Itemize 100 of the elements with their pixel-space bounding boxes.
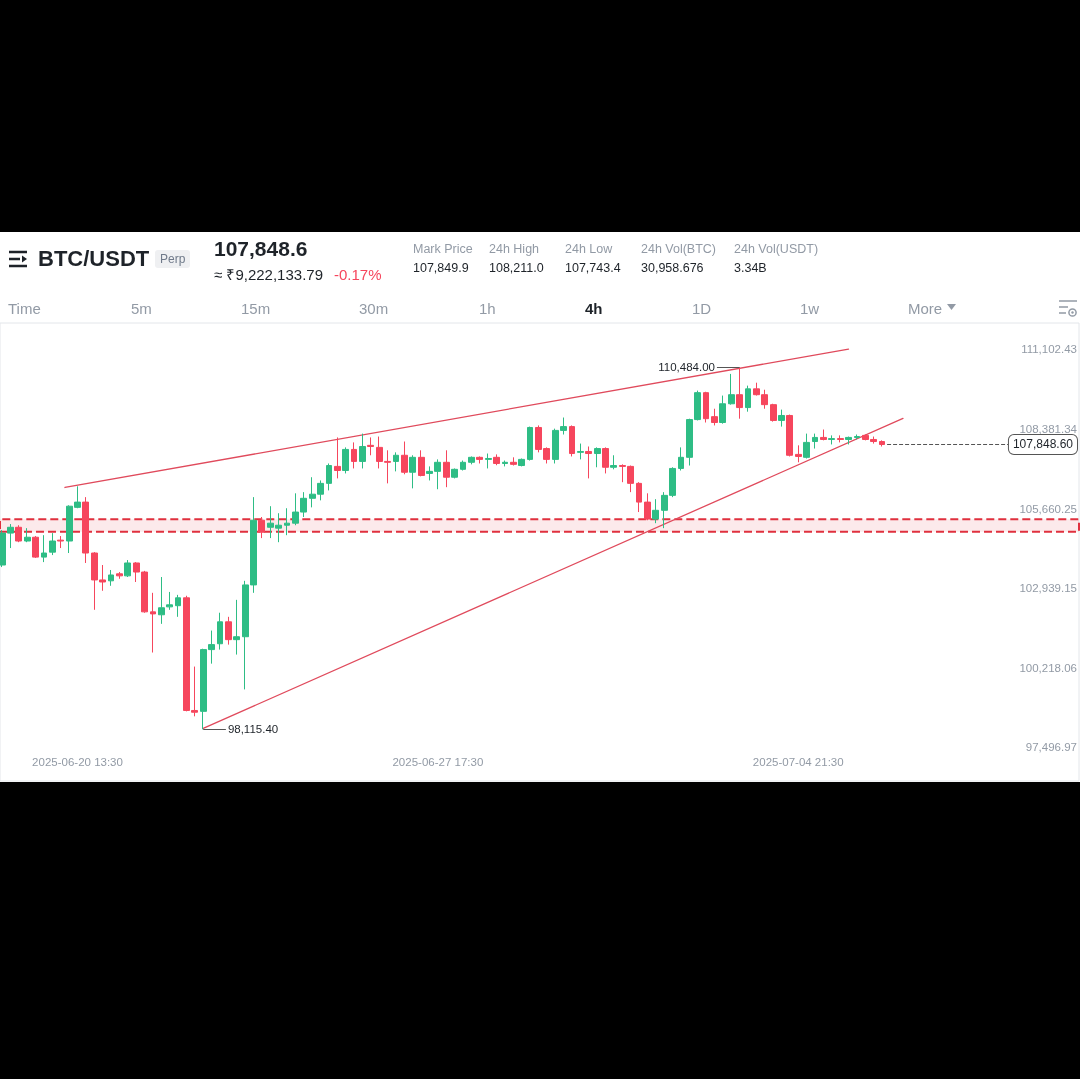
text: 24h Low xyxy=(565,241,613,256)
y-tick-label: 108,381.34 xyxy=(1019,422,1078,435)
candlestick xyxy=(585,446,592,479)
candlestick xyxy=(468,455,475,465)
text: More xyxy=(908,299,943,317)
candlestick xyxy=(409,454,416,489)
text: 108,211.0 xyxy=(489,260,544,275)
candlestick xyxy=(837,434,844,443)
annotation: 98,115.40 xyxy=(227,723,279,736)
candlestick xyxy=(610,454,617,470)
candlestick xyxy=(49,532,56,556)
y-tick-label: 105,660.25 xyxy=(1019,502,1077,515)
candlestick xyxy=(258,516,265,539)
candlestick xyxy=(577,443,584,460)
x-tick-label: 2025-06-27 17:30 xyxy=(392,756,484,768)
candlestick xyxy=(359,433,366,469)
candlestick xyxy=(770,403,777,423)
text: 107,848.6 xyxy=(214,236,308,260)
text: 24h Vol(BTC) xyxy=(641,241,717,256)
candlestick xyxy=(510,456,517,467)
text: Perp xyxy=(155,250,191,268)
candlestick xyxy=(719,395,726,425)
text: 30,958.676 xyxy=(641,260,704,275)
text: 107,849.9 xyxy=(413,260,469,275)
text: 1h xyxy=(479,299,496,317)
text: 24h Vol(USDT) xyxy=(734,241,819,256)
y-tick-label: 111,102.43 xyxy=(1021,343,1077,356)
candlestick xyxy=(795,444,802,463)
candlestick xyxy=(569,424,575,457)
candlestick xyxy=(820,429,827,441)
candlestick xyxy=(518,458,525,467)
candlestick xyxy=(594,446,601,468)
text: 1D xyxy=(692,299,712,317)
candlestick xyxy=(786,414,793,457)
candlestick xyxy=(326,462,332,491)
candlestick xyxy=(108,569,114,587)
y-tick-label: 102,939.15 xyxy=(1019,582,1077,595)
candlestick xyxy=(711,408,718,426)
candlestick xyxy=(401,441,408,475)
x-tick-label: 2025-07-04 21:30 xyxy=(752,756,844,768)
candlestick xyxy=(460,460,466,471)
candlestick xyxy=(217,612,223,651)
text: 30m xyxy=(359,299,389,317)
candlestick xyxy=(652,498,659,524)
ref-line-label: 107,848.60 xyxy=(1012,437,1074,452)
candlestick xyxy=(854,434,860,440)
candlestick xyxy=(879,439,885,447)
text: 24h High xyxy=(489,241,540,256)
candlestick xyxy=(828,434,835,445)
candlestick xyxy=(41,534,47,563)
text: 3.34B xyxy=(734,260,767,275)
candlestick xyxy=(418,449,425,477)
candlestick xyxy=(367,436,374,456)
candlestick xyxy=(124,559,131,578)
candlestick xyxy=(485,453,492,469)
x-tick-label: 2025-06-20 13:30 xyxy=(32,756,123,768)
candlestick xyxy=(351,441,357,469)
text: 15m xyxy=(241,299,271,317)
candlestick xyxy=(845,436,852,445)
candlestick xyxy=(284,507,290,536)
candlestick xyxy=(225,616,232,646)
candlestick xyxy=(15,524,22,543)
candlestick xyxy=(82,496,89,564)
text: -0.17% xyxy=(334,265,382,283)
text: ≈ ₹9,222,133.79 xyxy=(214,265,323,283)
text: 5m xyxy=(131,299,152,317)
candlestick xyxy=(57,535,64,549)
candlestick xyxy=(150,592,156,654)
candlestick xyxy=(728,373,735,406)
candlestick xyxy=(678,446,684,471)
candlestick xyxy=(451,467,458,479)
candlestick xyxy=(24,527,31,543)
candlestick xyxy=(334,436,341,479)
candlestick xyxy=(636,481,642,513)
text: 1w xyxy=(800,299,820,317)
y-tick-label: 97,496.97 xyxy=(1025,741,1077,754)
text: Time xyxy=(8,299,41,317)
candlestick xyxy=(493,453,500,466)
candlestick xyxy=(745,385,751,413)
candlestick xyxy=(703,391,709,423)
candlestick xyxy=(393,451,399,472)
candlestick xyxy=(502,460,508,467)
candlestick xyxy=(812,433,818,450)
candlestick xyxy=(527,426,533,462)
candlestick xyxy=(175,594,181,618)
candlestick xyxy=(32,535,39,559)
candlestick xyxy=(443,449,450,488)
chart-title: BTC/USDT xyxy=(38,246,150,271)
candlestick xyxy=(233,599,240,656)
text: 4h xyxy=(585,299,603,317)
candlestick xyxy=(644,492,651,521)
y-tick-label: 100,218.06 xyxy=(1019,661,1077,674)
text: 107,743.4 xyxy=(565,260,621,275)
candlestick xyxy=(736,366,743,420)
candlestick xyxy=(342,446,349,474)
text: Mark Price xyxy=(413,241,473,256)
candlestick xyxy=(476,455,483,464)
candlestick xyxy=(116,571,123,580)
candlestick xyxy=(602,446,609,474)
annotation: 110,484.00 xyxy=(658,361,715,374)
